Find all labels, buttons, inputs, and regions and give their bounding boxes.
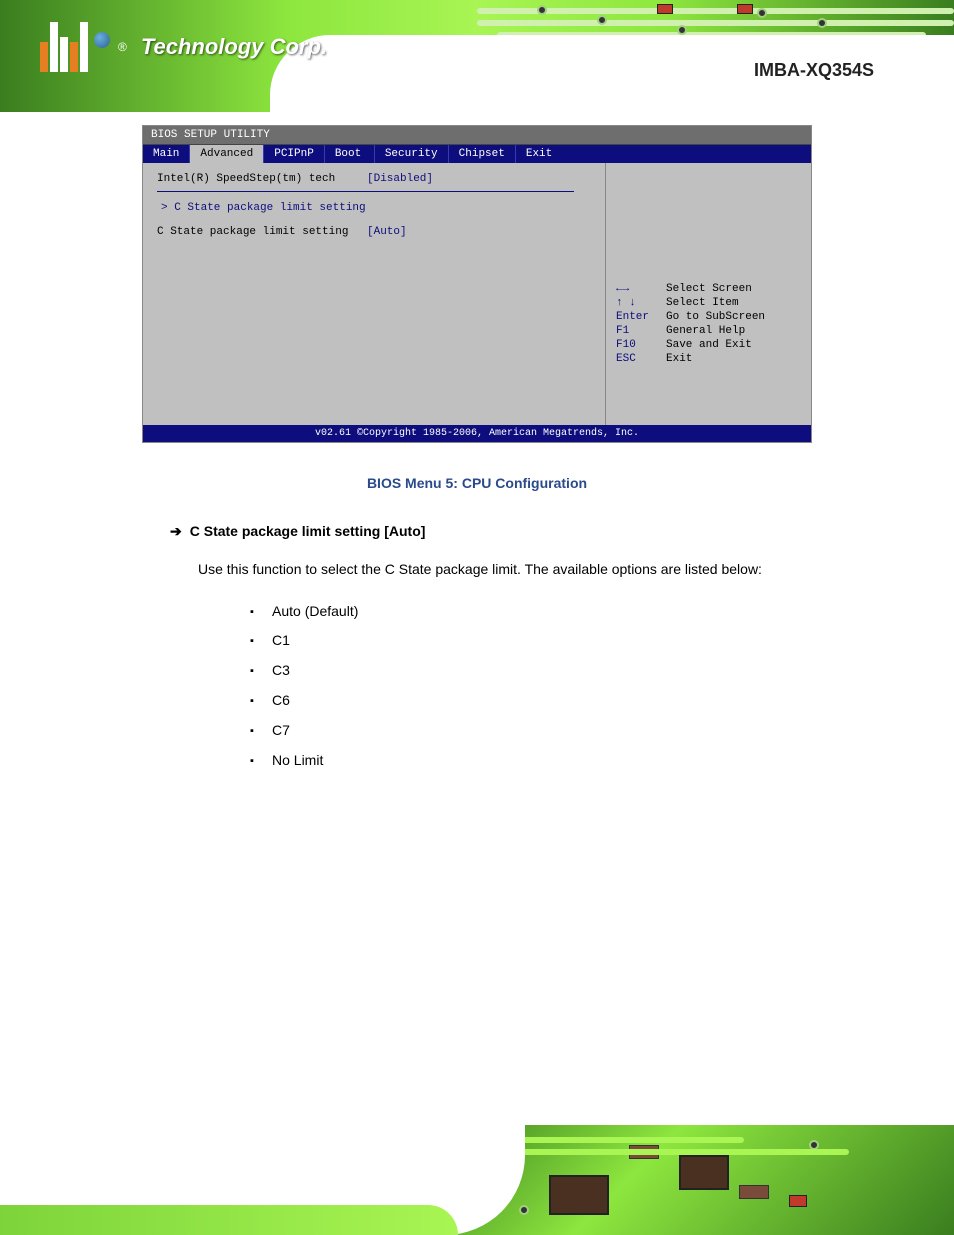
help-enter: EnterGo to SubScreen bbox=[616, 311, 801, 323]
tab-boot[interactable]: Boot bbox=[325, 145, 375, 163]
product-name: IMBA-XQ354S bbox=[754, 60, 874, 81]
arrow-icon: ➔ bbox=[170, 523, 182, 539]
tab-security[interactable]: Security bbox=[375, 145, 449, 163]
tab-advanced[interactable]: Advanced bbox=[190, 145, 264, 163]
cpu-speedstep-label: Intel(R) SpeedStep(tm) tech bbox=[157, 173, 367, 185]
cpu-speedstep-row: Intel(R) SpeedStep(tm) tech [Disabled] bbox=[157, 173, 591, 185]
help-select-item: ↑ ↓Select Item bbox=[616, 297, 801, 309]
option-list: Auto (Default) C1 C3 C6 C7 No Limit bbox=[250, 600, 810, 773]
logo-text: Technology Corp. bbox=[141, 34, 327, 60]
list-item: C3 bbox=[250, 659, 810, 683]
bios-setup-table: BIOS SETUP UTILITY Main Advanced PCIPnP … bbox=[142, 125, 812, 443]
help-select-screen: ←→Select Screen bbox=[616, 283, 801, 295]
help-f10: F10Save and Exit bbox=[616, 339, 801, 351]
tab-exit[interactable]: Exit bbox=[516, 145, 562, 163]
footer-green-sliver bbox=[0, 1205, 458, 1235]
c-state-row: C State package limit setting [Auto] bbox=[157, 226, 591, 238]
tab-chipset[interactable]: Chipset bbox=[449, 145, 516, 163]
bios-tabs: Main Advanced PCIPnP Boot Security Chips… bbox=[143, 145, 811, 163]
list-item: C7 bbox=[250, 719, 810, 743]
section-description: Use this function to select the C State … bbox=[198, 558, 810, 582]
bios-title: BIOS SETUP UTILITY bbox=[143, 126, 811, 145]
help-f1: F1General Help bbox=[616, 325, 801, 337]
bios-left-panel: Intel(R) SpeedStep(tm) tech [Disabled] >… bbox=[143, 163, 606, 425]
tab-main[interactable]: Main bbox=[143, 145, 190, 163]
c-state-label: C State package limit setting bbox=[157, 226, 367, 238]
footer-banner bbox=[0, 1110, 954, 1235]
figure-caption: BIOS Menu 5: CPU Configuration bbox=[0, 475, 954, 491]
section-title: ➔C State package limit setting [Auto] bbox=[170, 520, 810, 544]
bios-divider bbox=[157, 191, 574, 192]
cpu-speedstep-value[interactable]: [Disabled] bbox=[367, 173, 433, 185]
company-logo: ® Technology Corp. bbox=[40, 22, 327, 72]
c-state-value[interactable]: [Auto] bbox=[367, 226, 407, 238]
list-item: C6 bbox=[250, 689, 810, 713]
list-item: C1 bbox=[250, 629, 810, 653]
bios-help-panel: ←→Select Screen ↑ ↓Select Item EnterGo t… bbox=[606, 163, 811, 425]
bios-body: Intel(R) SpeedStep(tm) tech [Disabled] >… bbox=[143, 163, 811, 425]
help-esc: ESCExit bbox=[616, 353, 801, 365]
bios-submenu[interactable]: > C State package limit setting bbox=[161, 202, 591, 214]
list-item: Auto (Default) bbox=[250, 600, 810, 624]
content-section: ➔C State package limit setting [Auto] Us… bbox=[170, 520, 810, 778]
logo-icon bbox=[40, 22, 110, 72]
list-item: No Limit bbox=[250, 749, 810, 773]
bios-footer: v02.61 ©Copyright 1985-2006, American Me… bbox=[143, 425, 811, 442]
registered-mark: ® bbox=[118, 40, 127, 54]
tab-pcipnp[interactable]: PCIPnP bbox=[264, 145, 325, 163]
header-banner: ® Technology Corp. IMBA-XQ354S bbox=[0, 0, 954, 112]
